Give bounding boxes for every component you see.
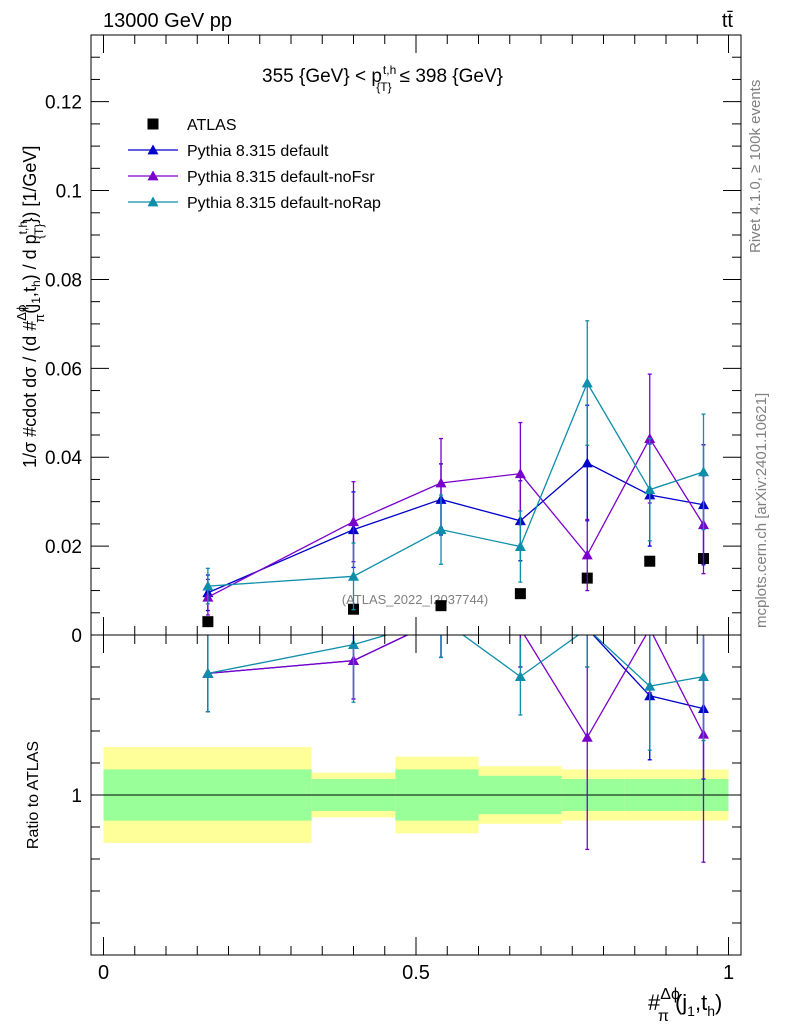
ratio-point-pythia-8-315-default-norap [514,671,526,681]
legend-marker-atlas [147,118,159,130]
data-point-pythia-8-315-default-norap [348,570,359,581]
y-tick-label: 0.08 [45,270,82,291]
x-axis-label: #Δϕ π(j1,th) [648,986,722,1024]
legend-marker-pythia-8-315-default [147,144,159,155]
y-axis-label: 1/σ #cdot dσ / (d #Δϕ π(j1,th) / d pt,h {T… [14,146,47,468]
y-tick-label: 0.12 [45,93,82,114]
x-tick-label: 1 [723,962,734,984]
legend-marker-pythia-8-315-default-nofsr [147,170,159,181]
y-tick-label: 0 [71,626,82,647]
data-point-pythia-8-315-default-norap [202,580,214,591]
ratio-point-pythia-8-315-default-nofsr [515,623,526,633]
data-point-atlas [202,616,214,628]
data-point-atlas [435,600,447,612]
plot-title: 355 {GeV} < pt,h {T} ≤ 398 {GeV} [262,63,503,94]
data-point-pythia-8-315-default-norap [435,524,447,535]
data-point-pythia-8-315-default-nofsr [581,549,593,560]
header-left: 13000 GeV pp [103,10,232,32]
ratio-point-pythia-8-315-default-nofsr [581,731,593,742]
ratio-tick-label: 1 [71,786,82,807]
y-tick-label: 0.02 [45,537,82,558]
data-point-pythia-8-315-default [581,457,593,468]
ratio-point-pythia-8-315-default-norap [202,667,214,678]
ratio-point-pythia-8-315-default-norap [582,623,593,633]
series-line-pythia-8-315-default [207,462,704,594]
legend-label-atlas: ATLAS [187,117,237,134]
mcplots-label: mcplots.cern.ch [arXiv:2401.10621] [753,393,770,628]
ratio-point-pythia-8-315-default-nofsr [644,623,655,633]
y-tick-label: 0.1 [56,182,82,203]
data-point-pythia-8-315-default-nofsr [435,477,447,488]
ratio-panel: 1 0 0.5 1 Ratio to ATLAS #Δϕ π(j1,th) [25,614,742,1024]
y-tick-label: 0.04 [45,448,82,469]
header-right: tt̄ [722,10,734,32]
data-point-pythia-8-315-default-norap [698,466,709,477]
series-line-pythia-8-315-default-nofsr [207,437,705,598]
ratio-line-pythia-8-315-default-nofsr [207,635,705,739]
x-tick-label: 0 [98,962,109,984]
data-point-pythia-8-315-default-nofsr [348,516,359,527]
legend-marker-pythia-8-315-default-norap [147,196,159,207]
ratio-point-pythia-8-315-default-norap [644,680,656,691]
main-panel: (ATLAS_2022_I2037744) 0 0.02 0.04 0.06 0.08 0… [14,34,742,647]
ratio-point-pythia-8-315-default-nofsr [436,614,447,624]
ratio-line-pythia-8-315-default-norap [207,635,704,687]
legend-label-pythia-8-315-default-norap: Pythia 8.315 default-noRap [187,195,381,212]
data-point-pythia-8-315-default-norap [514,541,526,551]
ratio-point-pythia-8-315-default [436,614,447,624]
rivet-label: Rivet 4.1.0, ≥ 100k events [747,80,764,253]
data-point-pythia-8-315-default-nofsr [514,468,526,479]
data-point-pythia-8-315-default-norap [644,484,656,495]
data-point-pythia-8-315-default-norap [581,377,593,388]
ratio-y-axis-label: Ratio to ATLAS [25,741,42,849]
legend-label-pythia-8-315-default-nofsr: Pythia 8.315 default-noFsr [187,169,375,186]
data-point-atlas [514,588,526,600]
ratio-point-pythia-8-315-default [515,623,526,633]
ratio-point-pythia-8-315-default-norap [698,671,709,681]
legend: ATLAS Pythia 8.315 default Pythia 8.315 de… [128,117,381,212]
legend-label-pythia-8-315-default: Pythia 8.315 default [187,143,329,160]
ratio-point-pythia-8-315-default-norap [436,614,447,624]
y-tick-label: 0.06 [45,359,82,380]
ratio-point-pythia-8-315-default-norap [348,639,359,649]
ratio-point-pythia-8-315-default [582,623,593,633]
watermark: (ATLAS_2022_I2037744) [342,592,488,607]
data-point-atlas [644,555,656,567]
x-tick-label: 0.5 [402,962,430,984]
